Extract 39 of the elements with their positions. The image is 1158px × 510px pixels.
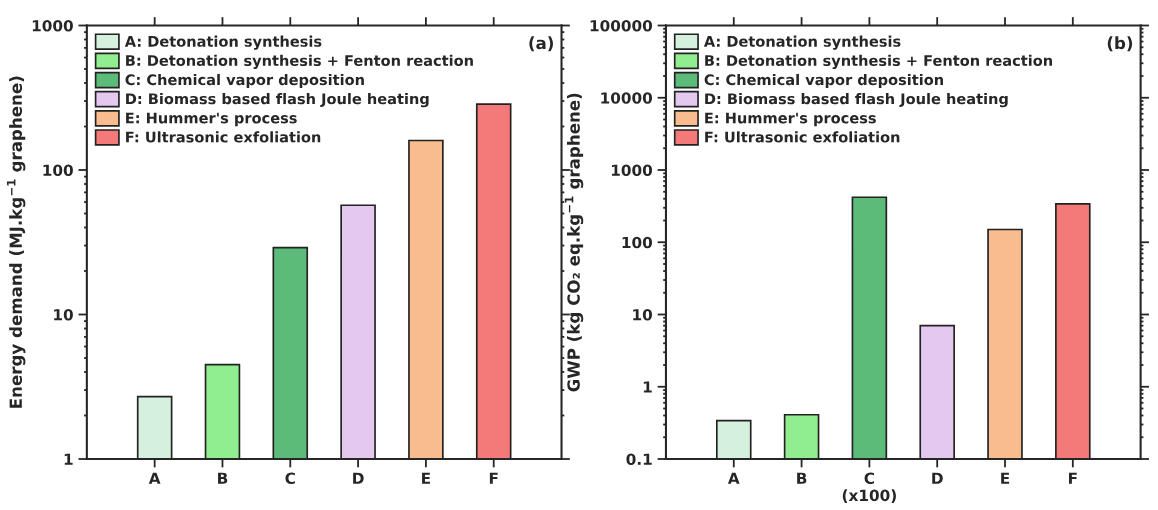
legend-label: B: Detonation synthesis + Fenton reaction (126, 54, 473, 69)
legend-label: A: Detonation synthesis (124, 35, 322, 50)
y-tick-label: 1000 (32, 19, 73, 32)
x-tick-label: E (422, 472, 430, 484)
x-tick-label: D (932, 472, 943, 484)
y-tick-label: 10000 (601, 92, 653, 104)
y-tick-label: 1 (64, 453, 73, 465)
legend-label: E: Hummer's process (126, 112, 297, 127)
legend-label: C: Chemical vapor deposition (704, 73, 943, 89)
x-tick-label: F (1069, 472, 1077, 484)
x-tick-label: C (285, 472, 295, 485)
y-tick-label: 0.1 (626, 453, 652, 466)
x-tick-label: B (218, 472, 228, 484)
y-tick-label: 100 (622, 236, 653, 249)
y-tick-label: 10 (54, 308, 73, 321)
legend-label: F: Ultrasonic exfoliation (126, 131, 321, 143)
legend-label: D: Biomass based flash Joule heating (705, 93, 1008, 108)
legend-label: B: Detonation synthesis + Fenton reaction (705, 54, 1052, 69)
y-tick-label: 1 (643, 381, 652, 393)
x-tick-label: F (489, 472, 498, 484)
annotation: (b) (1107, 36, 1133, 52)
legend-label: C: Chemical vapor deposition (125, 73, 364, 89)
x-tick-label: A (148, 472, 161, 484)
x-tick-label: B (797, 472, 807, 484)
y-tick-label: 1000 (611, 164, 653, 177)
annotation: (a) (529, 36, 553, 52)
y-axis-title: Energy demand (MJ.kg$^{−1}$ graphene) (6, 76, 26, 408)
legend-label: A: Detonation synthesis (703, 35, 901, 50)
x-tick-label: C (x100) (842, 472, 896, 503)
legend-label: F: Ultrasonic exfoliation (705, 131, 900, 143)
y-tick-label: 10 (633, 308, 653, 321)
x-tick-label: D (353, 472, 364, 484)
y-tick-label: 100 (43, 164, 73, 177)
y-tick-label: 100000 (590, 19, 653, 32)
y-axis-title: GWP (kg CO₂ eq.kg$^{−1}$ graphene) (564, 93, 584, 392)
x-tick-label: A (727, 472, 740, 484)
legend-label: E: Hummer's process (705, 112, 876, 127)
legend-label: D: Biomass based flash Joule heating (126, 93, 429, 108)
x-tick-label: E (1001, 472, 1010, 484)
